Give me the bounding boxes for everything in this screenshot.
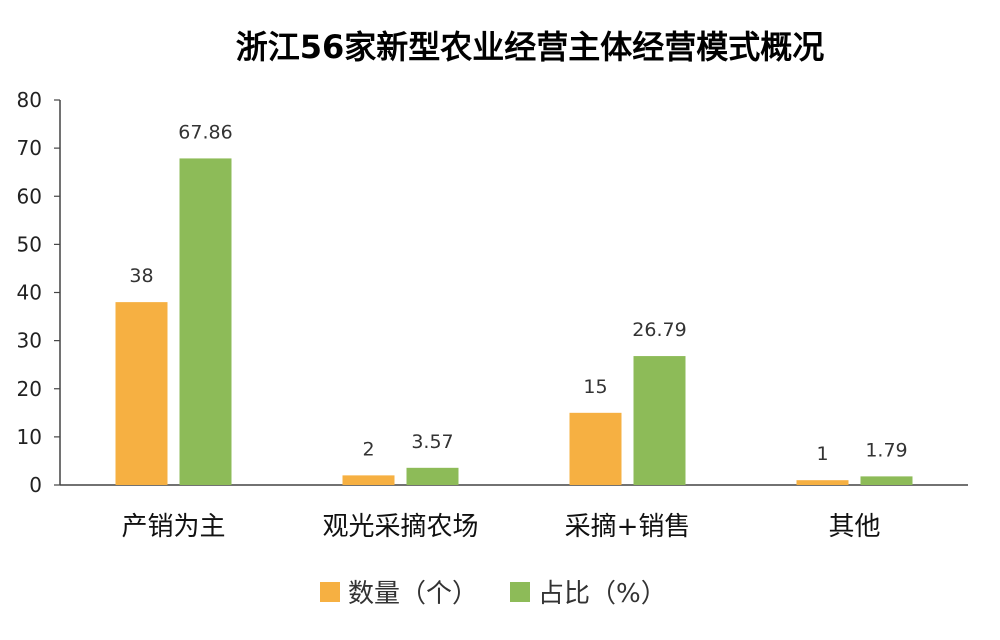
- y-tick-label: 60: [17, 184, 42, 208]
- y-tick-label: 20: [17, 377, 42, 401]
- legend: 数量（个） 占比（%）: [320, 579, 667, 609]
- bar-share: [860, 476, 913, 485]
- bars-group: 38 67.86 产销为主 2 3.57 观光采摘农场 15 26.79 采摘+销售 1 1.79 其…: [115, 121, 913, 542]
- data-label: 2: [362, 438, 374, 460]
- y-tick-label: 0: [29, 473, 42, 497]
- x-category-label: 采摘+销售: [565, 512, 691, 542]
- y-tick-label: 70: [17, 136, 42, 160]
- legend-label: 占比（%）: [538, 579, 667, 609]
- legend-swatch: [510, 582, 530, 602]
- data-label: 1: [816, 443, 828, 465]
- bar-count: [796, 480, 849, 485]
- bar-count: [342, 475, 395, 485]
- legend-swatch: [320, 582, 340, 602]
- data-label: 26.79: [632, 319, 686, 341]
- y-tick-label: 10: [17, 425, 42, 449]
- bar-share: [633, 356, 686, 485]
- bar-count: [569, 412, 622, 485]
- y-tick-label: 40: [17, 281, 42, 305]
- x-category-label: 产销为主: [121, 512, 225, 542]
- legend-label: 数量（个）: [348, 579, 478, 609]
- data-label: 1.79: [865, 439, 907, 461]
- bar-count: [115, 302, 168, 485]
- chart-title: 浙江56家新型农业经营主体经营模式概况: [236, 28, 825, 66]
- data-label: 67.86: [178, 121, 232, 143]
- y-tick-label: 80: [17, 88, 42, 112]
- x-category-label: 观光采摘农场: [322, 512, 478, 542]
- data-label: 15: [583, 376, 607, 398]
- y-tick-label: 30: [17, 329, 42, 353]
- y-tick-label: 50: [17, 232, 42, 256]
- bar-share: [179, 158, 232, 485]
- data-label: 3.57: [411, 431, 453, 453]
- x-category-label: 其他: [828, 512, 880, 542]
- bar-share: [406, 467, 459, 485]
- data-label: 38: [129, 265, 153, 287]
